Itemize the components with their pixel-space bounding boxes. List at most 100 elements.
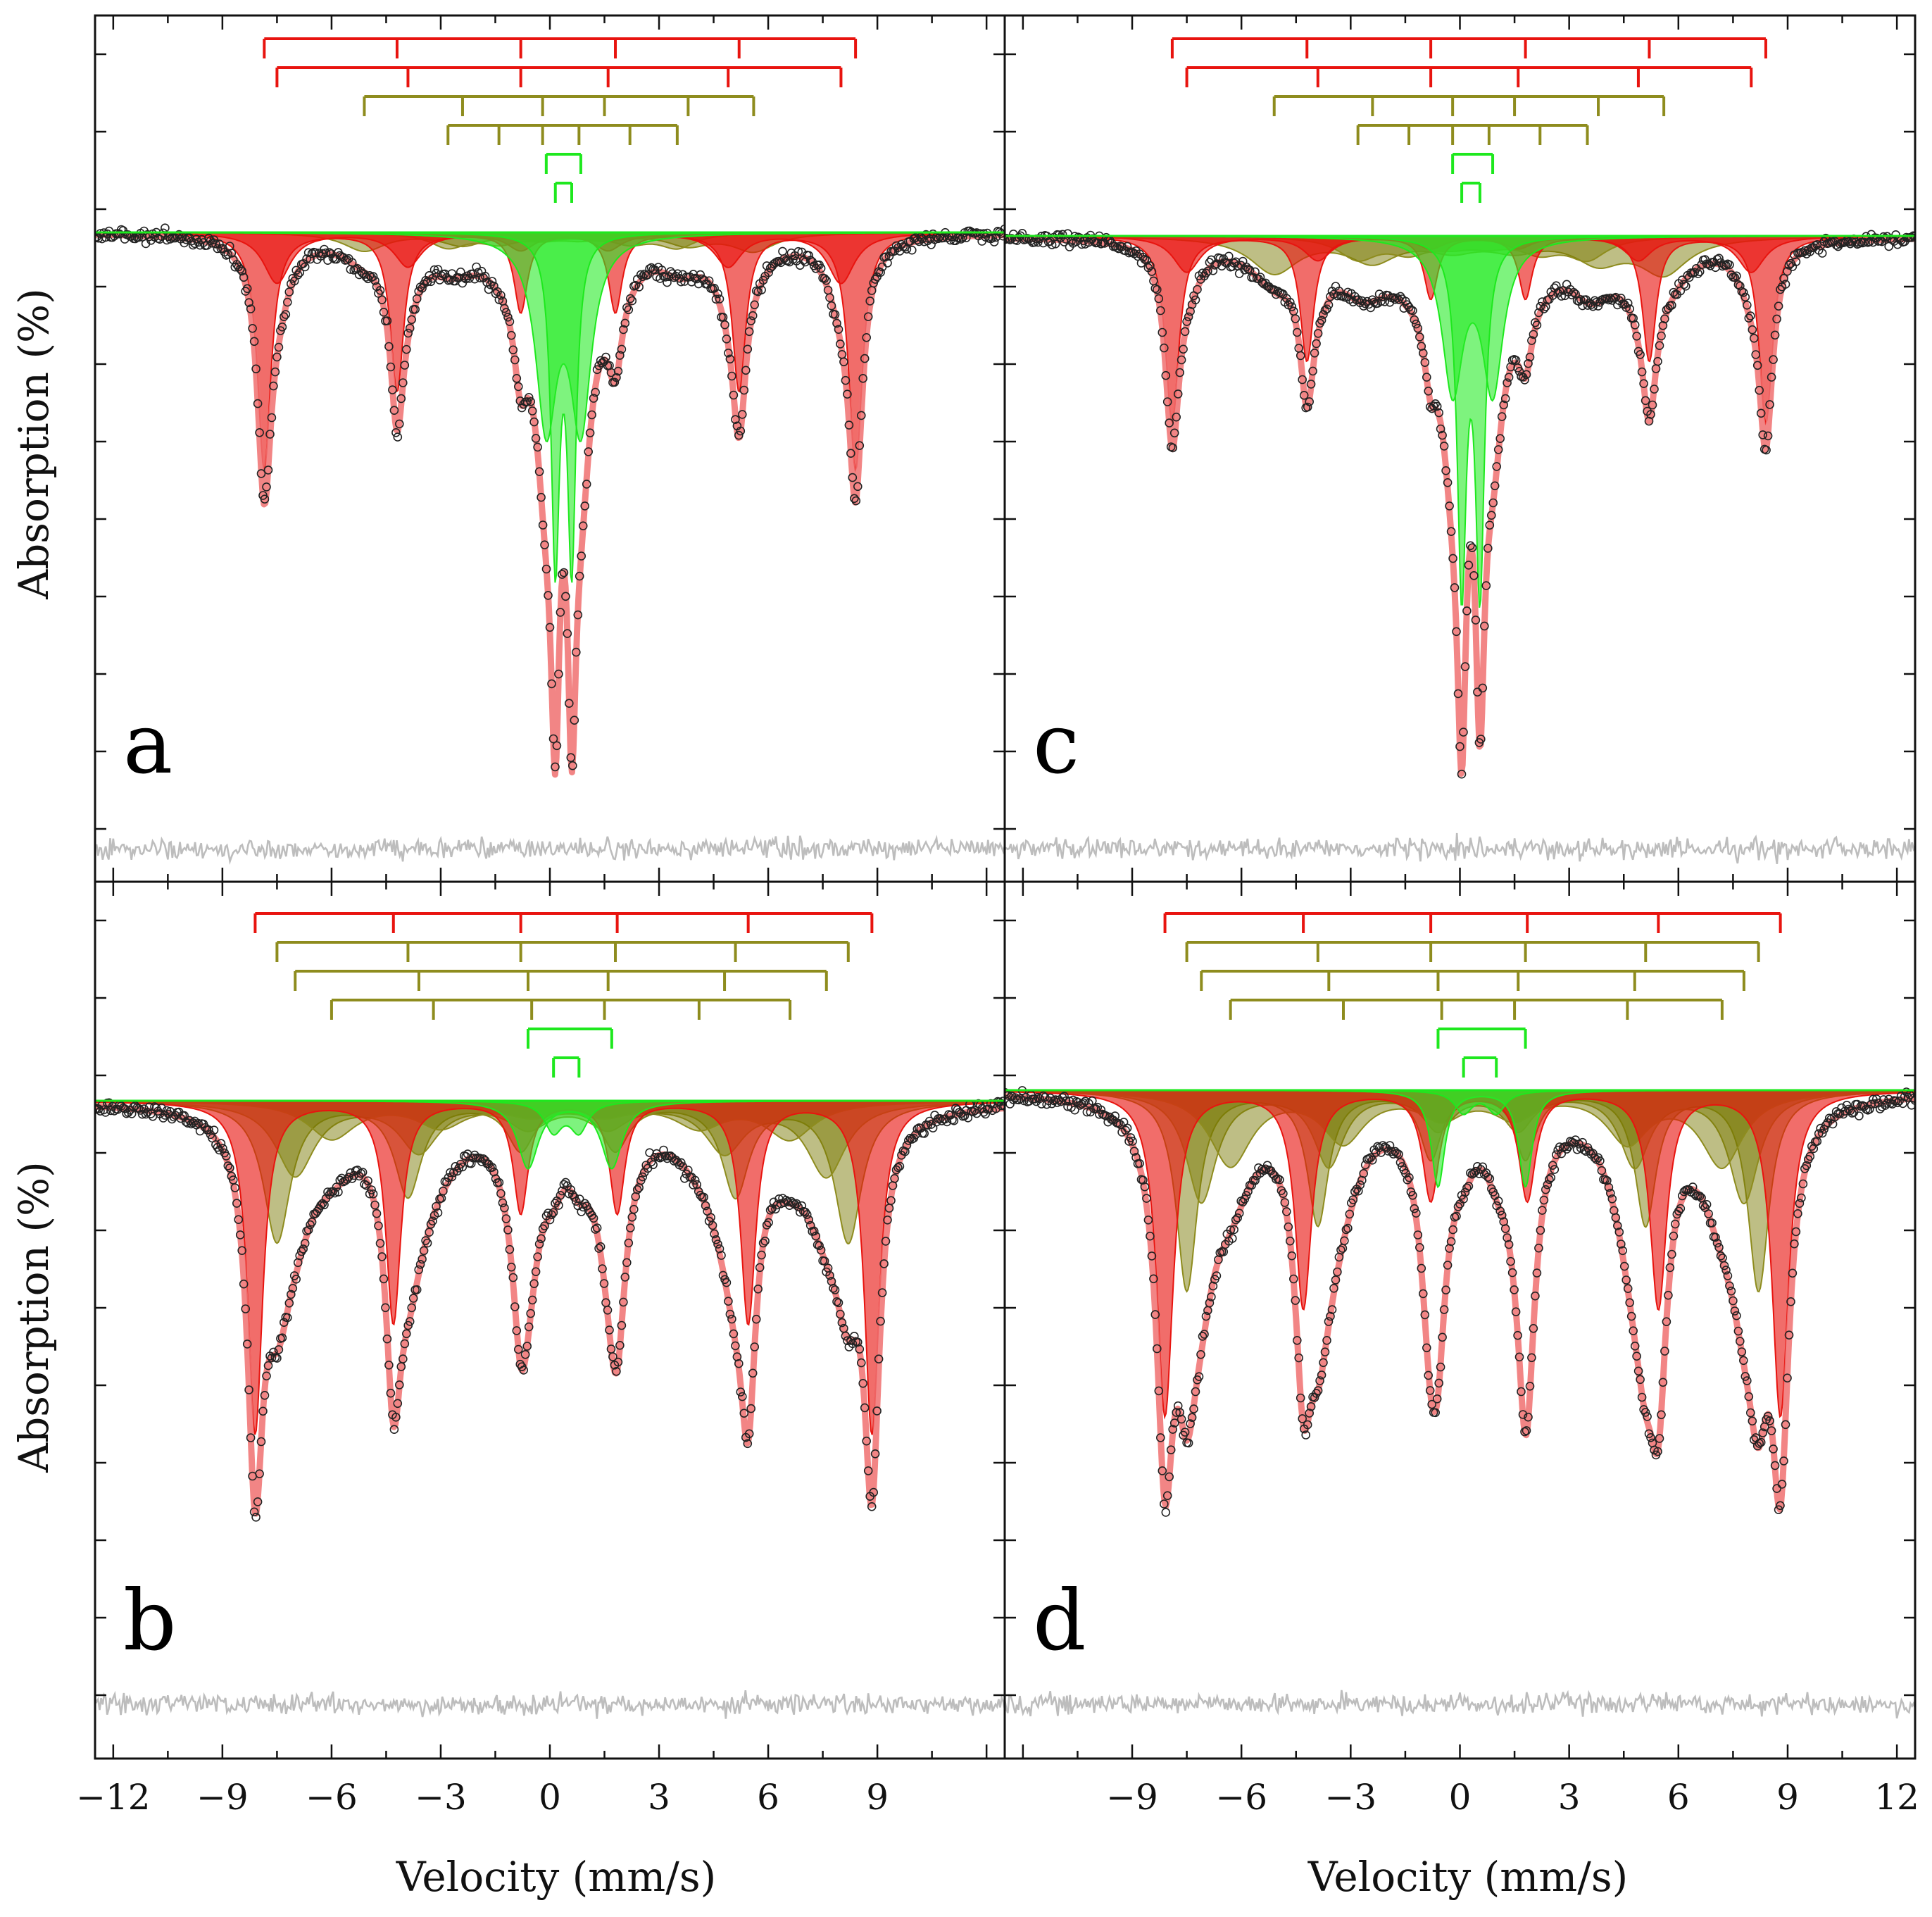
data-point [1653, 1447, 1662, 1456]
data-point [1744, 1392, 1754, 1401]
data-point [1500, 394, 1510, 404]
data-point [1791, 1227, 1801, 1237]
data-point [639, 269, 649, 279]
data-point [1546, 1173, 1556, 1182]
data-point [710, 1229, 719, 1239]
data-point [537, 492, 546, 502]
data-point [1625, 1298, 1634, 1307]
data-point [503, 1225, 513, 1235]
data-point [656, 1153, 665, 1163]
data-point [1723, 1271, 1733, 1280]
data-point [902, 1141, 912, 1150]
data-point [282, 1313, 292, 1323]
data-point [260, 1391, 270, 1400]
data-point [1154, 294, 1164, 304]
data-point [468, 269, 478, 279]
data-point [1604, 1182, 1614, 1192]
data-point [738, 410, 747, 419]
data-point [318, 249, 327, 258]
data-point [1299, 390, 1309, 400]
data-point [1191, 295, 1200, 305]
data-point [1324, 1317, 1334, 1326]
data-point [1286, 297, 1295, 307]
data-point [251, 364, 261, 374]
data-point [566, 753, 576, 762]
data-point [1817, 1128, 1827, 1138]
data-point [157, 1103, 166, 1113]
data-point [249, 1507, 259, 1517]
x-tick-label-right: 6 [1667, 1777, 1690, 1818]
data-point [1497, 1211, 1507, 1220]
data-point [1431, 1408, 1440, 1418]
data-point [1733, 280, 1743, 289]
data-point [1289, 1274, 1298, 1284]
data-point [592, 1223, 602, 1232]
data-point [1366, 1153, 1375, 1162]
data-point [513, 1344, 523, 1354]
data-point [401, 1329, 411, 1339]
data-point [330, 1188, 339, 1198]
data-point [415, 1260, 425, 1269]
data-point [587, 410, 596, 420]
data-point [384, 1361, 394, 1370]
data-point [1529, 330, 1538, 339]
data-point [1490, 481, 1500, 491]
data-point [571, 647, 581, 657]
data-point [1711, 1232, 1720, 1242]
data-point [1301, 1430, 1310, 1440]
data-point [1201, 1311, 1211, 1321]
data-point [487, 277, 497, 286]
data-point [405, 1317, 415, 1326]
data-point [288, 1284, 298, 1293]
data-point [1175, 368, 1184, 377]
data-point [1446, 1237, 1456, 1247]
data-point [1478, 683, 1488, 693]
data-point [1669, 1231, 1679, 1241]
data-point [1298, 375, 1307, 385]
data-point [857, 1358, 866, 1368]
data-point [1210, 261, 1219, 270]
stick-row-green [1460, 182, 1481, 203]
data-point [1484, 1173, 1493, 1182]
data-point [711, 294, 721, 304]
data-point [1662, 1317, 1671, 1326]
data-point [524, 392, 534, 402]
data-point [386, 1388, 396, 1398]
data-point [408, 1294, 418, 1303]
data-point [1466, 541, 1475, 551]
data-point [213, 244, 222, 254]
data-point [1000, 224, 1005, 234]
data-point [1507, 1268, 1517, 1278]
data-point [508, 345, 518, 355]
data-point [1329, 1284, 1338, 1293]
data-point [615, 351, 625, 360]
data-point [1226, 1225, 1236, 1235]
data-point [594, 1244, 603, 1253]
data-point [715, 294, 724, 304]
data-point [382, 316, 392, 325]
data-point [1166, 1445, 1176, 1454]
data-point [1776, 1501, 1785, 1511]
data-point [860, 1403, 870, 1413]
data-point [1633, 1366, 1643, 1376]
data-point [506, 330, 516, 340]
data-point [1460, 662, 1470, 671]
data-point [1525, 352, 1535, 362]
data-point [1156, 1433, 1165, 1442]
data-point [260, 494, 270, 504]
data-point [1082, 1107, 1092, 1117]
data-point [487, 1163, 497, 1172]
data-point [869, 1487, 878, 1497]
data-point [1814, 1129, 1824, 1138]
data-point [660, 273, 670, 282]
data-point [596, 1242, 606, 1251]
data-point [729, 390, 739, 400]
data-point [505, 1244, 515, 1254]
data-point [1184, 312, 1193, 322]
data-point [1355, 1180, 1365, 1189]
data-point [1653, 356, 1662, 366]
data-point [564, 699, 574, 708]
data-point [1790, 1239, 1799, 1249]
data-point [95, 1105, 100, 1114]
data-point [886, 1196, 896, 1205]
